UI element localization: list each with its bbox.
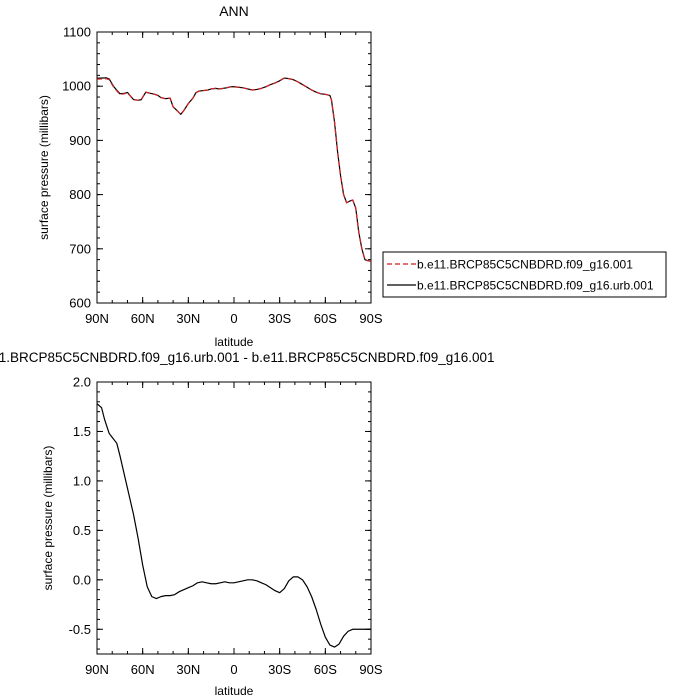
y-tick-label: 1100 xyxy=(63,25,91,40)
x-tick-label: 30S xyxy=(268,311,291,326)
x-axis-label: latitude xyxy=(215,335,254,349)
plot-frame xyxy=(96,31,372,304)
chart-title: ANN xyxy=(219,3,249,19)
legend-label: b.e11.BRCP85C5CNBDRD.f09_g16.001 xyxy=(417,258,633,272)
plot-frame xyxy=(96,381,372,655)
y-axis-label: surface pressure (millibars) xyxy=(41,446,55,591)
y-tick-label: 800 xyxy=(69,187,91,202)
legend-box xyxy=(382,251,667,298)
x-tick-label: 90N xyxy=(85,311,109,326)
y-tick-label: 700 xyxy=(69,241,91,256)
x-tick-label: 0 xyxy=(230,662,237,677)
x-tick-label: 60N xyxy=(131,662,155,677)
x-tick-label: 90S xyxy=(359,662,382,677)
x-tick-label: 0 xyxy=(230,311,237,326)
y-tick-label: 1.0 xyxy=(73,473,91,488)
x-axis-label: latitude xyxy=(215,684,254,698)
bottom-chart: b.e11.BRCP85C5CNBDRD.f09_g16.urb.001 - b… xyxy=(0,350,495,698)
y-tick-label: 0.0 xyxy=(73,572,91,587)
series-line xyxy=(97,77,371,262)
chart-title: b.e11.BRCP85C5CNBDRD.f09_g16.urb.001 - b… xyxy=(0,350,495,365)
series-line xyxy=(97,403,371,648)
x-tick-label: 30S xyxy=(268,662,291,677)
x-tick-label: 30N xyxy=(176,311,200,326)
top-chart: ANN 90N 60N 30N 0 30S 60S 90S 600 700 800 900 1000 11… xyxy=(37,3,383,349)
legend-label: b.e11.BRCP85C5CNBDRD.f09_g16.urb.001 xyxy=(417,279,654,293)
y-tick-label: 600 xyxy=(69,296,91,311)
series-line xyxy=(97,77,371,262)
y-tick-label: 0.5 xyxy=(73,523,91,538)
legend: b.e11.BRCP85C5CNBDRD.f09_g16.001 b.e11.BR… xyxy=(382,251,667,298)
y-tick-label: 2.0 xyxy=(73,375,91,390)
x-tick-label: 60S xyxy=(314,311,337,326)
y-tick-label: 1.5 xyxy=(73,424,91,439)
x-tick-label: 60N xyxy=(131,311,155,326)
y-tick-label: -0.5 xyxy=(69,622,91,637)
x-tick-label: 90S xyxy=(359,311,382,326)
x-tick-label: 60S xyxy=(314,662,337,677)
y-tick-label: 900 xyxy=(69,133,91,148)
x-tick-label: 30N xyxy=(176,662,200,677)
x-tick-label: 90N xyxy=(85,662,109,677)
y-axis-label: surface pressure (millibars) xyxy=(37,95,51,240)
y-tick-label: 1000 xyxy=(62,79,91,94)
